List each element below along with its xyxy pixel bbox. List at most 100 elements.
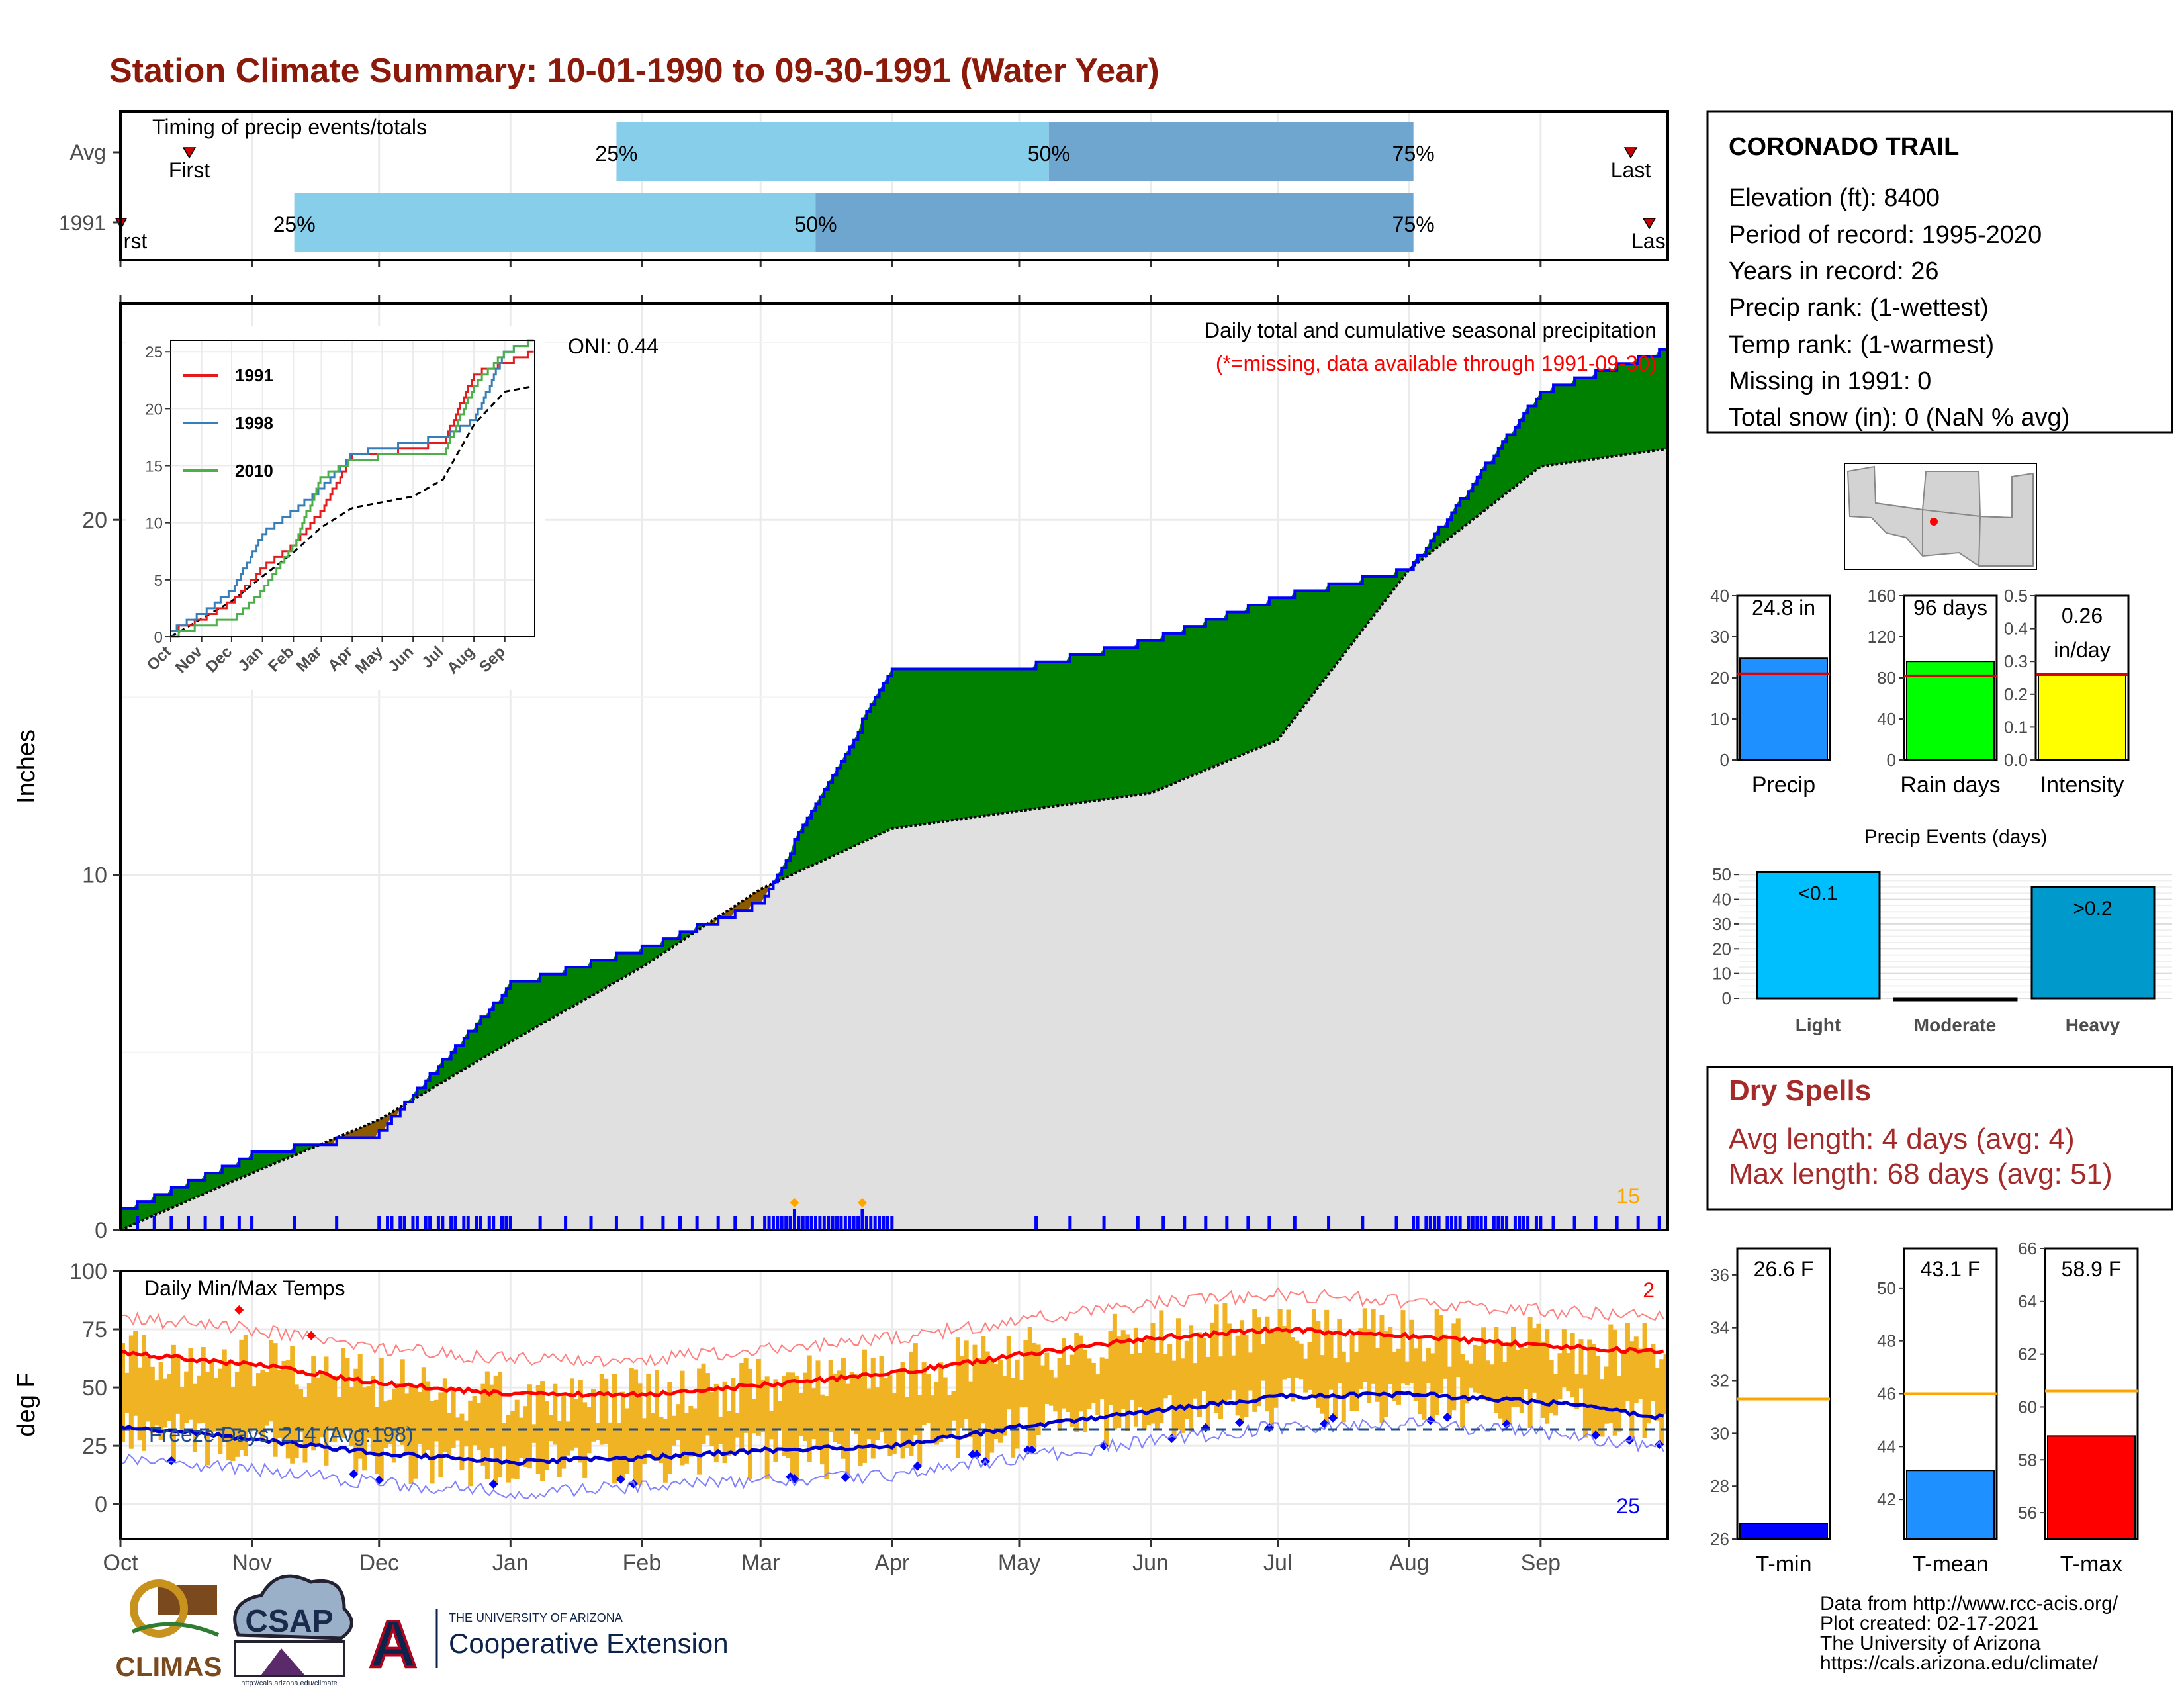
- temp-summary-bar: [1906, 1470, 1995, 1540]
- map-state-borders: [1875, 502, 2013, 567]
- month-tick-label: May: [998, 1550, 1040, 1575]
- daily-precip-bar: [1204, 1216, 1208, 1230]
- daily-temp-range-bar: [989, 1360, 995, 1453]
- temp-summary-t-min: 26 28 30 32 34 36 26.6 F T-min: [1710, 1247, 1831, 1577]
- daily-temp-range-bar: [489, 1384, 494, 1448]
- daily-temp-range-bar: [1638, 1348, 1643, 1399]
- daily-precip-bar: [453, 1216, 457, 1230]
- record-low-marker: [349, 1469, 359, 1479]
- daily-temp-range-bar: [684, 1413, 689, 1464]
- daily-temp-range-bar: [756, 1358, 761, 1436]
- daily-temp-range-bar: [1396, 1348, 1402, 1405]
- daily-precip-bar: [386, 1216, 390, 1230]
- daily-temp-range-bar: [1332, 1358, 1338, 1419]
- daily-temp-range-bar: [324, 1356, 329, 1466]
- daily-temp-range-bar: [1015, 1359, 1020, 1449]
- daily-precip-bar: [428, 1216, 432, 1230]
- timing-avg-first-label: First: [169, 158, 210, 182]
- daily-temp-range-bar: [218, 1368, 223, 1454]
- temp-summary-y-tick-label: 32: [1710, 1371, 1729, 1391]
- daily-precip-bar: [1433, 1216, 1437, 1230]
- timing-avg-bar-50-75: [1048, 122, 1414, 181]
- station-line-snow: Total snow (in): 0 (NaN % avg): [1729, 404, 2070, 432]
- daily-temp-range-bar: [1205, 1356, 1210, 1429]
- timing-avg-first-marker: [182, 147, 197, 159]
- daily-temp-range-bar: [875, 1387, 880, 1440]
- daily-temp-range-bar: [1303, 1358, 1308, 1393]
- temp-summary-frame: [1736, 1247, 1831, 1540]
- temp-lines: [119, 1287, 1668, 1500]
- daily-temp-range-bar: [905, 1397, 910, 1448]
- inset-y-tick-label: 25: [145, 344, 163, 361]
- precip-y-axis: 0 10 20: [82, 508, 120, 1243]
- daily-temp-range-bar: [582, 1402, 588, 1478]
- daily-precip-bar: [792, 1209, 796, 1230]
- daily-precip-bar: [390, 1216, 394, 1230]
- daily-precip-bar: [878, 1216, 882, 1230]
- record-low-marker: [1442, 1412, 1452, 1422]
- record-low-marker: [1426, 1415, 1435, 1425]
- timing-panel-border: [119, 110, 1669, 261]
- daily-precip-bar: [1416, 1216, 1420, 1230]
- daily-precip-bar: [780, 1216, 784, 1230]
- csap-logo-mountain: [261, 1648, 304, 1675]
- daily-temp-range-bar: [357, 1354, 363, 1459]
- daily-precip-bar: [716, 1216, 720, 1230]
- precip-panel: 0 10 20 Inches ONI: 0.44 Daily total and c…: [13, 295, 1669, 1243]
- daily-temp-range-bar: [1371, 1309, 1376, 1384]
- temp-daily-bars: [120, 1303, 1668, 1489]
- daily-temp-range-bar: [277, 1370, 283, 1438]
- daily-precip-bar: [538, 1216, 542, 1230]
- daily-temp-range-bar: [701, 1363, 706, 1444]
- daily-temp-range-bar: [1138, 1352, 1143, 1408]
- daily-temp-range-bar: [659, 1417, 664, 1464]
- daily-temp-range-bar: [726, 1411, 731, 1456]
- daily-temp-range-bar: [332, 1376, 338, 1443]
- daily-temp-range-bar: [1002, 1376, 1007, 1436]
- dry-spells-max-length: Max length: 68 days (avg: 51): [1729, 1158, 2113, 1190]
- events-y-tick-label: 0: [1722, 988, 1731, 1008]
- precip-deficit-area: [709, 882, 774, 925]
- daily-temp-range-bar: [451, 1388, 456, 1448]
- daily-precip-bar: [763, 1216, 767, 1230]
- daily-temp-range-bar: [1235, 1335, 1240, 1416]
- daily-temp-range-bar: [1633, 1336, 1639, 1403]
- daily-temp-range-bar: [370, 1376, 375, 1454]
- daily-precip-bar: [1594, 1216, 1598, 1230]
- daily-temp-range-bar: [620, 1391, 625, 1480]
- daily-temp-range-bar: [1062, 1338, 1067, 1409]
- summary-y-tick-label: 0.0: [2004, 750, 2028, 770]
- daily-temp-range-bar: [773, 1379, 778, 1462]
- station-info-box: CORONADO TRAIL Elevation (ft): 8400 Peri…: [1706, 110, 2173, 434]
- daily-temp-range-bar: [426, 1381, 431, 1450]
- daily-temp-range-bar: [137, 1367, 142, 1441]
- daily-temp-range-bar: [502, 1423, 507, 1447]
- daily-temp-range-bar: [641, 1418, 647, 1465]
- daily-precip-bar: [1136, 1216, 1140, 1230]
- daily-precip-bar: [1068, 1216, 1072, 1230]
- daily-temp-range-bar: [1032, 1342, 1037, 1451]
- daily-temp-range-bar: [591, 1389, 596, 1442]
- dry-spells-border: [1706, 1066, 2173, 1211]
- daily-temp-range-bar: [985, 1351, 990, 1462]
- events-bar-inner-label: <0.1: [1798, 882, 1837, 904]
- daily-temp-range-bar: [124, 1372, 130, 1413]
- daily-temp-range-bar: [1519, 1345, 1524, 1413]
- summary-y-tick-label: 40: [1710, 586, 1729, 606]
- events-y-tick-label: 10: [1712, 964, 1731, 984]
- daily-precip-bar: [1102, 1216, 1106, 1230]
- daily-temp-range-bar: [1404, 1361, 1410, 1385]
- daily-temp-range-bar: [1125, 1334, 1130, 1432]
- summary-bar-label: Precip: [1752, 773, 1815, 798]
- temp-summary-y-tick-label: 50: [1877, 1278, 1896, 1298]
- timing-label: Timing of precip events/totals: [152, 115, 427, 139]
- daily-precip-bar: [1496, 1216, 1500, 1230]
- daily-temp-range-bar: [192, 1383, 197, 1452]
- daily-precip-bar: [831, 1216, 835, 1230]
- daily-temp-range-bar: [336, 1397, 341, 1436]
- daily-precip-bar: [411, 1216, 415, 1230]
- precip-areas: [120, 348, 1668, 1231]
- daily-precip-bar: [848, 1216, 852, 1230]
- station-line-precip-rank: Precip rank: (1-wettest): [1729, 294, 1989, 322]
